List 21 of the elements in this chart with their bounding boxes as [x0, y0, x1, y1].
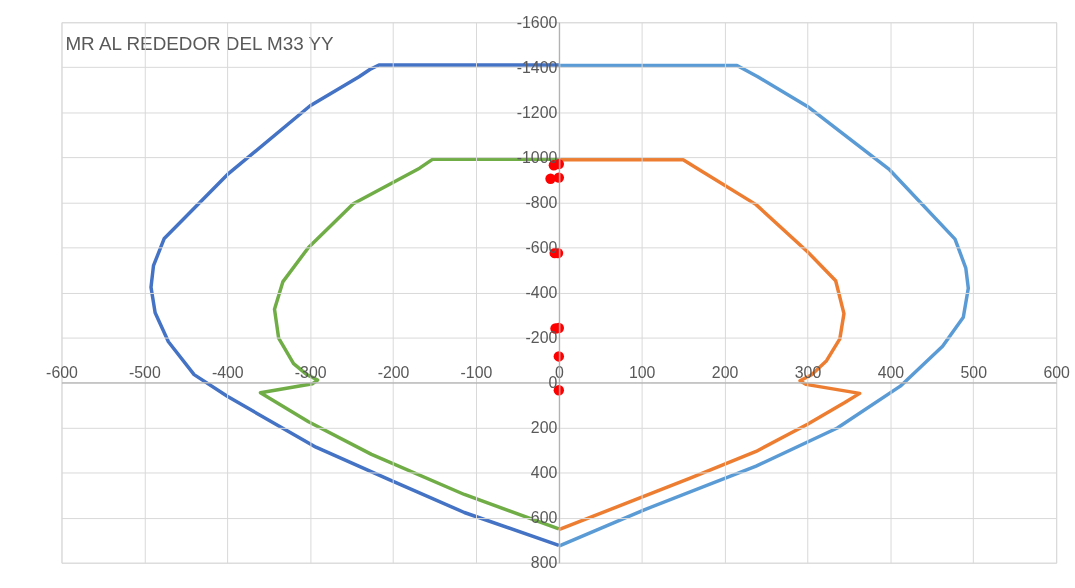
- y-tick-label: -800: [525, 193, 558, 211]
- y-tick-label: 400: [530, 464, 558, 482]
- y-tick-label: 800: [530, 554, 558, 572]
- x-tick-label: 100: [628, 364, 656, 382]
- x-tick-label: 500: [960, 364, 988, 382]
- x-tick-label: 400: [877, 364, 905, 382]
- x-tick-label: -500: [129, 364, 161, 382]
- x-tick-label: 200: [711, 364, 739, 382]
- text: MR AL REDEDOR DEL M33 YY: [65, 33, 335, 54]
- y-tick-label: -1600: [516, 13, 558, 31]
- y-tick-label: -400: [525, 283, 558, 301]
- x-tick-label: 600: [1043, 364, 1071, 382]
- y-tick-label: 600: [530, 509, 558, 527]
- x-tick-label: -600: [46, 364, 79, 382]
- y-tick-label: -1200: [516, 103, 558, 121]
- x-tick-label: -100: [460, 364, 493, 382]
- y-tick-label: -600: [525, 238, 558, 256]
- y-tick-label: -200: [525, 328, 558, 346]
- x-tick-label: -200: [377, 364, 410, 382]
- y-tick-label: 200: [530, 419, 558, 437]
- x-tick-label: -400: [211, 364, 244, 382]
